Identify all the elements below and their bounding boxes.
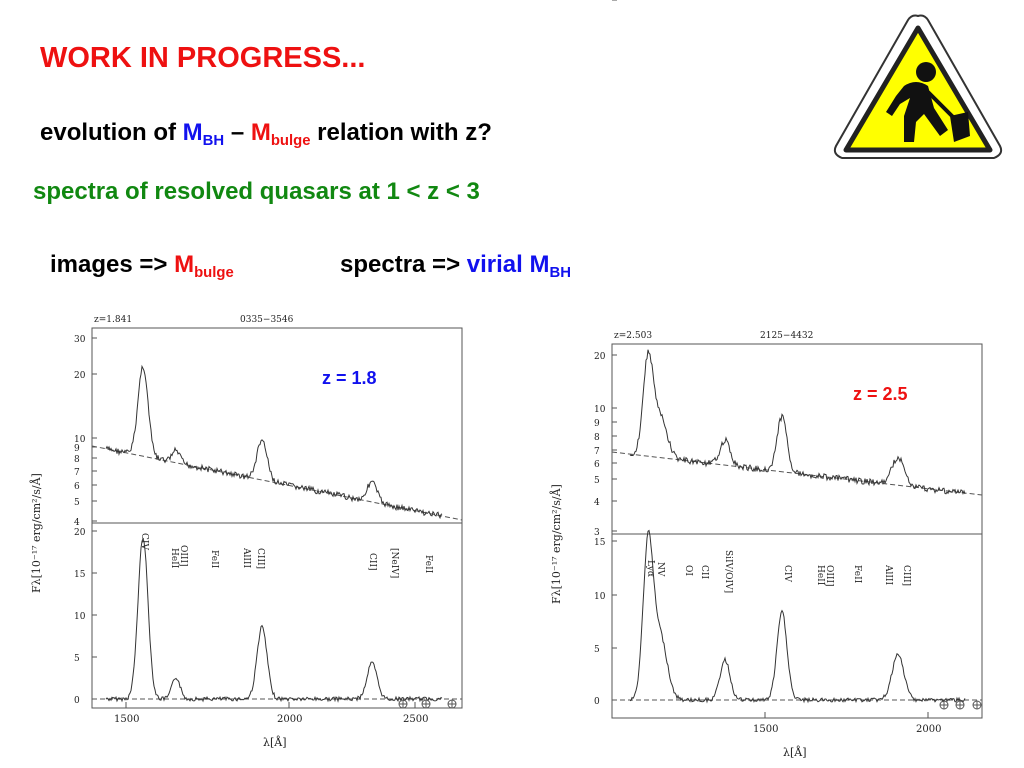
y-tick-label: 2 <box>594 0 600 3</box>
telluric-marker-cross <box>399 700 407 708</box>
y-tick-label: 4 <box>74 518 80 528</box>
x-tick-label: 2500 <box>403 714 428 725</box>
y-tick-label: 15 <box>594 538 606 548</box>
spectrum-trace-observed <box>105 364 443 520</box>
mbulge-symbol-2: Mbulge <box>174 251 234 282</box>
telluric-marker-cross <box>422 700 430 708</box>
x-axis-label: λ[Å] <box>783 745 807 759</box>
mbulge-symbol: Mbulge <box>250 119 311 150</box>
emission-line-label: AlIII <box>883 564 893 585</box>
x-axis-label: λ[Å] <box>263 735 287 749</box>
y-tick-label: 5 <box>74 654 80 664</box>
y-tick-label: 0 <box>594 697 600 707</box>
emission-line-label: HeII <box>169 548 179 569</box>
telluric-marker-cross <box>448 700 456 708</box>
y-axis-label: Fλ[10⁻¹⁷ erg/cm²/s/Å] <box>29 473 43 593</box>
plot-header-id: 0335−3546 <box>240 315 294 325</box>
y-tick-label: 9 <box>74 444 80 454</box>
y-tick-label: 7 <box>594 447 600 457</box>
y-tick-label: 10 <box>594 592 606 602</box>
x-tick-label: 1500 <box>114 714 139 725</box>
emission-line-label: CIV <box>782 565 792 582</box>
y-tick-label: 20 <box>74 528 86 538</box>
z-label-left: z = 1.8 <box>322 368 377 388</box>
line1-prefix: evolution of <box>40 119 183 146</box>
spectrum-trace-observed <box>629 349 966 495</box>
emission-line-label: CII] <box>367 553 377 571</box>
emission-line-label: CIII] <box>255 548 265 569</box>
plot-frame-top <box>91 327 463 524</box>
emission-line-label: FeII <box>423 555 433 574</box>
x-tick-label: 2000 <box>277 714 302 725</box>
emission-line-label: AlIII <box>241 547 251 568</box>
emission-line-label: OIII] <box>178 545 188 567</box>
y-tick-label: 5 <box>594 645 600 655</box>
emission-line-label: FeII <box>209 550 219 569</box>
plot-frame-bottom <box>611 533 983 719</box>
y-tick-label: 6 <box>74 482 80 492</box>
y-tick-label: 5 <box>74 498 80 508</box>
emission-line-label: [NeIV] <box>389 548 399 578</box>
x-tick-label: 2000 <box>916 724 941 735</box>
emission-line-label: Lyα <box>645 560 655 577</box>
mbh-symbol: MBH <box>182 119 225 150</box>
plot-frame-bottom <box>91 522 463 709</box>
line2-text: spectra of resolved quasars at 1 < z < 3 <box>33 178 480 205</box>
y-tick-label: 0 <box>74 696 80 706</box>
spectra-line: spectra of resolved quasars at 1 < z < 3 <box>33 178 480 206</box>
y-tick-label: 8 <box>594 433 600 443</box>
y-axis-label: Fλ[10⁻¹⁷ erg/cm²/s/Å] <box>549 484 563 604</box>
page-title: WORK IN PROGRESS... <box>40 42 365 75</box>
telluric-marker-cross <box>940 701 948 709</box>
telluric-marker-cross <box>956 701 964 709</box>
y-tick-label: 4 <box>594 498 600 508</box>
emission-line-label: CIII] <box>901 565 911 586</box>
plot-header-id: 2125−4432 <box>760 331 813 341</box>
emission-line-label: CIV <box>139 533 149 550</box>
continuum-fit-line <box>611 451 983 496</box>
y-tick-label: 30 <box>74 335 86 345</box>
emission-line-label: OI <box>683 565 693 576</box>
z-label-right: z = 2.5 <box>853 384 908 404</box>
construction-worker-icon <box>833 14 1003 159</box>
question-line: evolution of MBH – Mbulge relation with … <box>40 119 492 149</box>
y-tick-label: 8 <box>74 455 80 465</box>
virial-mbh-symbol: virial MBH <box>466 251 571 282</box>
emission-line-label: OIII] <box>824 565 834 587</box>
line1-suffix: relation with z? <box>310 119 492 146</box>
y-tick-label: 10 <box>594 405 606 415</box>
y-tick-label: 10 <box>74 435 86 445</box>
y-tick-label: 9 <box>594 419 600 429</box>
line1-dash: – <box>224 119 251 146</box>
line3-prefix: images => <box>50 251 175 278</box>
x-tick-label: 1500 <box>753 724 778 735</box>
y-tick-label: 10 <box>74 612 86 622</box>
emission-line-label: CII <box>699 565 709 579</box>
y-tick-label: 20 <box>594 352 606 362</box>
emission-line-label: HeII <box>815 565 825 586</box>
spectrum-trace-subtracted <box>105 537 443 703</box>
emission-line-label: FeII <box>852 565 862 584</box>
emission-line-label: SiIV/OIV] <box>723 550 733 593</box>
images-line: images => Mbulge <box>50 251 234 281</box>
plot-header-z: z=2.503 <box>614 331 652 341</box>
plot-header-z: z=1.841 <box>94 315 132 325</box>
title-text: WORK IN PROGRESS... <box>40 42 366 74</box>
y-tick-label: 5 <box>594 476 600 486</box>
line4-prefix: spectra => <box>340 251 467 278</box>
virial-line: spectra => virial MBH <box>340 251 571 281</box>
emission-line-label: NV <box>655 562 665 577</box>
y-tick-label: 7 <box>74 468 80 478</box>
spectrum-trace-subtracted <box>629 529 966 704</box>
telluric-marker-cross <box>973 701 981 709</box>
y-tick-label: 6 <box>594 460 600 470</box>
y-tick-label: 20 <box>74 371 86 381</box>
y-tick-label: 3 <box>594 528 600 538</box>
y-tick-label: 15 <box>74 570 86 580</box>
